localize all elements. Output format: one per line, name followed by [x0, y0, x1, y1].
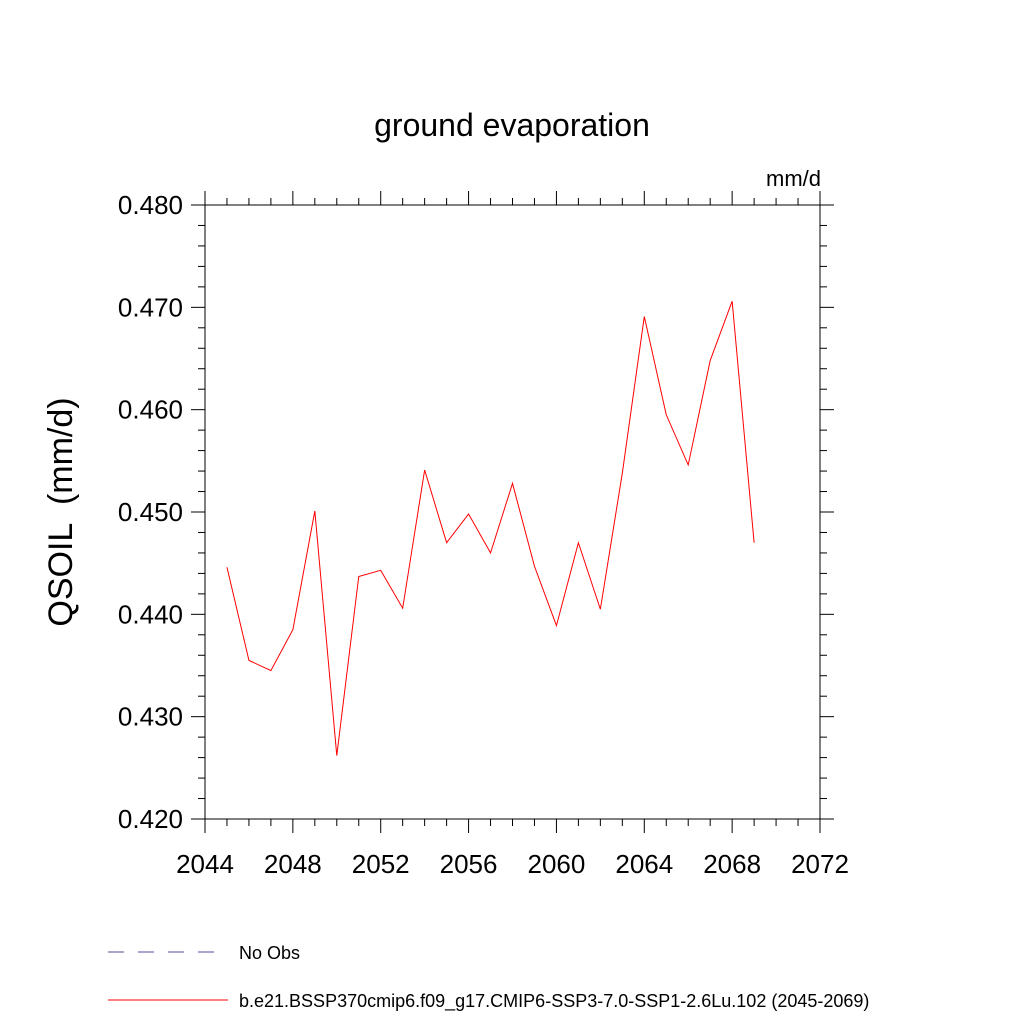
x-tick-label: 2072: [791, 849, 849, 879]
y-tick-label: 0.420: [118, 804, 183, 834]
x-tick-label: 2060: [528, 849, 586, 879]
legend-label-0: No Obs: [239, 943, 300, 963]
series-line-0: [226, 301, 755, 756]
chart-title: ground evaporation: [374, 107, 650, 143]
legend-label-1: b.e21.BSSP370cmip6.f09_g17.CMIP6-SSP3-7.…: [239, 991, 869, 1012]
units-label: mm/d: [766, 166, 821, 191]
y-tick-label: 0.460: [118, 395, 183, 425]
x-tick-label: 2068: [703, 849, 761, 879]
y-tick-label: 0.430: [118, 702, 183, 732]
legend: No Obs b.e21.BSSP370cmip6.f09_g17.CMIP6-S…: [108, 943, 869, 1012]
x-tick-label: 2064: [615, 849, 673, 879]
series-group: [226, 301, 755, 756]
y-tick-label: 0.450: [118, 497, 183, 527]
y-tick-label: 0.480: [118, 190, 183, 220]
x-tick-label: 2056: [440, 849, 498, 879]
axis-ticks: [191, 191, 834, 833]
x-tick-label: 2052: [352, 849, 410, 879]
y-tick-label: 0.470: [118, 292, 183, 322]
plot-frame: [204, 204, 821, 820]
tick-labels: 2044 2048 2052 2056 2060 2064 2068 2072 0.420 0.4…: [118, 190, 849, 879]
x-tick-label: 2048: [264, 849, 322, 879]
y-axis-label: QSOIL (mm/d): [42, 397, 80, 626]
y-tick-label: 0.440: [118, 599, 183, 629]
x-tick-label: 2044: [176, 849, 234, 879]
